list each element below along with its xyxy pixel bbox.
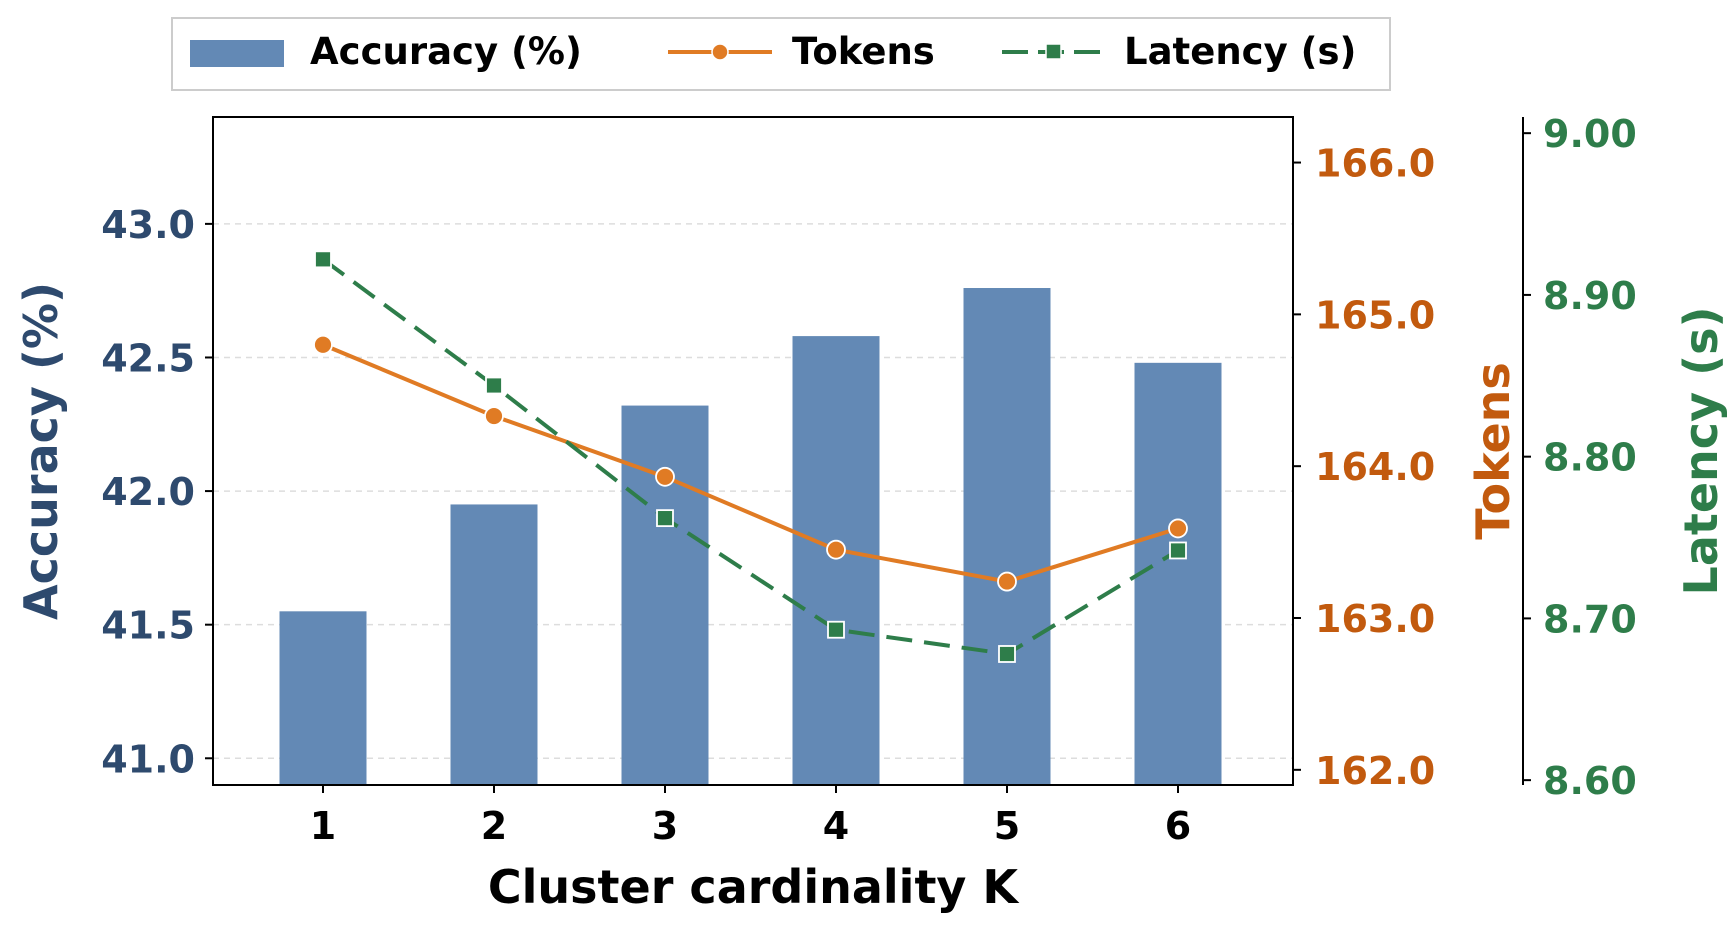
legend-latency-marker	[1045, 43, 1062, 60]
legend-frame	[171, 17, 1391, 91]
tokens-axis-ticks: 162.0 163.0 164.0 165.0 166.0	[1293, 142, 1435, 793]
tokens-line	[322, 342, 1179, 584]
x-axis-title: Cluster cardinality K	[488, 860, 1021, 914]
x-axis-ticks: 1 2 3 4 5 6	[310, 785, 1191, 848]
tokens-point	[655, 466, 675, 487]
x-tick-label: 4	[823, 804, 849, 848]
latency-tick-label: 8.70	[1543, 597, 1637, 641]
latency-axis-title: Latency (s)	[1674, 307, 1728, 596]
latency-line	[321, 257, 1180, 657]
x-tick-label: 6	[1165, 804, 1191, 848]
tokens-tick-label: 162.0	[1315, 749, 1435, 793]
tokens-point	[484, 406, 504, 426]
tokens-tick-label: 164.0	[1315, 445, 1435, 489]
latency-tick-label: 8.60	[1543, 759, 1637, 803]
accuracy-tick-label: 41.5	[101, 604, 195, 648]
accuracy-tick-label: 41.0	[101, 737, 195, 781]
legend-tokens-label: Tokens	[792, 30, 935, 73]
legend-accuracy-swatch	[190, 40, 284, 67]
gridlines	[213, 223, 1293, 760]
tokens-point	[313, 334, 333, 355]
latency-point	[827, 620, 845, 639]
latency-point	[314, 250, 332, 269]
latency-tick-label: 8.90	[1543, 274, 1637, 318]
tokens-axis-title: Tokens	[1466, 362, 1520, 540]
x-tick-label: 5	[994, 804, 1020, 848]
accuracy-bar	[1134, 362, 1222, 785]
plot-frame	[212, 116, 1294, 786]
accuracy-axis-title: Accuracy (%)	[14, 282, 68, 620]
legend-accuracy-label: Accuracy (%)	[310, 30, 582, 73]
tokens-tick-label: 166.0	[1315, 142, 1435, 186]
x-tick-label: 1	[310, 804, 336, 848]
latency-point	[1169, 541, 1187, 560]
accuracy-bar	[279, 611, 367, 785]
x-tick-label: 2	[481, 804, 507, 848]
tokens-series	[313, 334, 1188, 592]
accuracy-bar	[792, 336, 880, 785]
accuracy-axis-ticks: 41.0 41.5 42.0 42.5 43.0	[101, 203, 213, 781]
latency-point	[485, 376, 503, 395]
x-tick-label: 3	[652, 804, 678, 848]
latency-point	[998, 645, 1016, 663]
latency-tick-label: 9.00	[1543, 112, 1637, 156]
legend-tokens-marker	[711, 43, 729, 61]
latency-tick-label: 8.80	[1543, 436, 1637, 480]
latency-series	[314, 250, 1187, 663]
accuracy-tick-label: 42.5	[101, 336, 195, 380]
accuracy-bar	[621, 405, 709, 785]
tokens-tick-label: 163.0	[1315, 597, 1435, 641]
legend-latency-label: Latency (s)	[1124, 30, 1356, 73]
legend: Accuracy (%) Tokens Latency (s)	[171, 17, 1391, 91]
latency-axis-ticks: 8.60 8.70 8.80 8.90 9.00	[1523, 112, 1637, 803]
latency-point	[656, 509, 674, 528]
accuracy-tick-label: 42.0	[101, 470, 195, 514]
tokens-point	[826, 539, 846, 560]
accuracy-bars	[279, 288, 1222, 785]
accuracy-bar	[963, 288, 1051, 785]
accuracy-bar	[450, 504, 538, 785]
tokens-point	[1168, 518, 1188, 539]
accuracy-tick-label: 43.0	[101, 203, 195, 247]
tokens-tick-label: 165.0	[1315, 293, 1435, 337]
tokens-point	[997, 571, 1017, 592]
